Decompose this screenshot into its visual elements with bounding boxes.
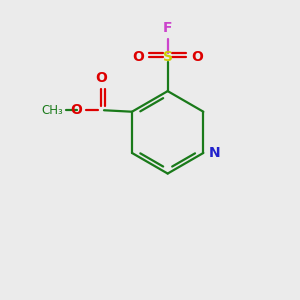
Text: F: F xyxy=(163,21,172,34)
Text: O: O xyxy=(191,50,203,64)
Text: O: O xyxy=(70,103,82,117)
Text: O: O xyxy=(95,71,107,85)
Text: O: O xyxy=(132,50,144,64)
Text: N: N xyxy=(209,146,220,160)
Text: CH₃: CH₃ xyxy=(41,104,63,117)
Text: S: S xyxy=(163,50,173,64)
